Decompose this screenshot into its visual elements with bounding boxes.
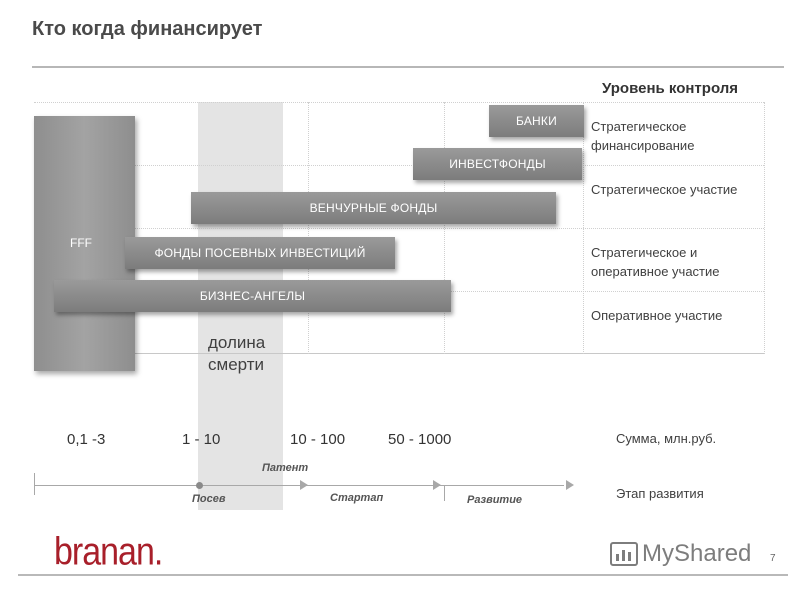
footer-divider [18,574,788,576]
control-level-strategic-participation: Стратегическое участие [591,182,738,197]
amount-range: 50 - 1000 [388,431,452,448]
stage-development: Развитие [467,494,523,506]
banks-bar: БАНКИ [489,105,584,137]
venture-funds-bar: ВЕНЧУРНЫЕ ФОНДЫ [191,192,556,224]
chart-icon [616,550,631,561]
stage-startup: Стартап [330,492,384,504]
arrow-head-icon [566,480,574,490]
myshared-watermark: MyShared [642,540,752,567]
seed-funds-bar: ФОНДЫ ПОСЕВНЫХ ИНВЕСТИЦИЙ [125,237,395,269]
grid-line [308,102,310,354]
fff-label: FFF [70,236,92,250]
valley-of-death-label: долина смерти [208,333,266,374]
stage-tick [444,485,445,501]
axis-start-tick [34,473,35,495]
grid-line [34,102,764,104]
page-title: Кто когда финансирует [32,18,263,40]
control-level-operational: Оперативное участие [591,308,723,323]
stage-patent: Патент [262,462,309,474]
investment-funds-bar: ИНВЕСТФОНДЫ [413,148,582,180]
grid-line [34,165,764,167]
grid-line [34,228,764,230]
grid-line [764,102,766,354]
stage-axis-label: Этап развития [616,486,704,501]
amount-axis-label: Сумма, млн.руб. [616,431,717,446]
branan-logo: branan. [54,530,163,574]
amount-range: 10 - 100 [290,431,346,448]
control-level-strategic-operational: Стратегическое и оперативное участие [591,245,720,279]
business-angels-bar: БИЗНЕС-АНГЕЛЫ [54,280,451,312]
amount-range: 0,1 -3 [67,431,106,448]
arrow-head-icon [433,480,441,490]
title-divider [32,66,784,68]
sowing-marker-icon [196,482,203,489]
arrow-head-icon [300,480,308,490]
myshared-logo-icon [610,542,638,566]
control-level-heading: Уровень контроля [602,80,739,97]
grid-line [444,102,446,354]
stage-axis-line [34,485,564,486]
page-number: 7 [770,553,776,564]
amount-range: 1 - 10 [182,431,221,448]
fff-bar [34,116,135,371]
grid-bottom-line [34,353,764,354]
control-level-strategic-financing: Стратегическое финансирование [591,119,695,153]
grid-line [583,102,585,354]
stage-sowing: Посев [192,493,226,505]
